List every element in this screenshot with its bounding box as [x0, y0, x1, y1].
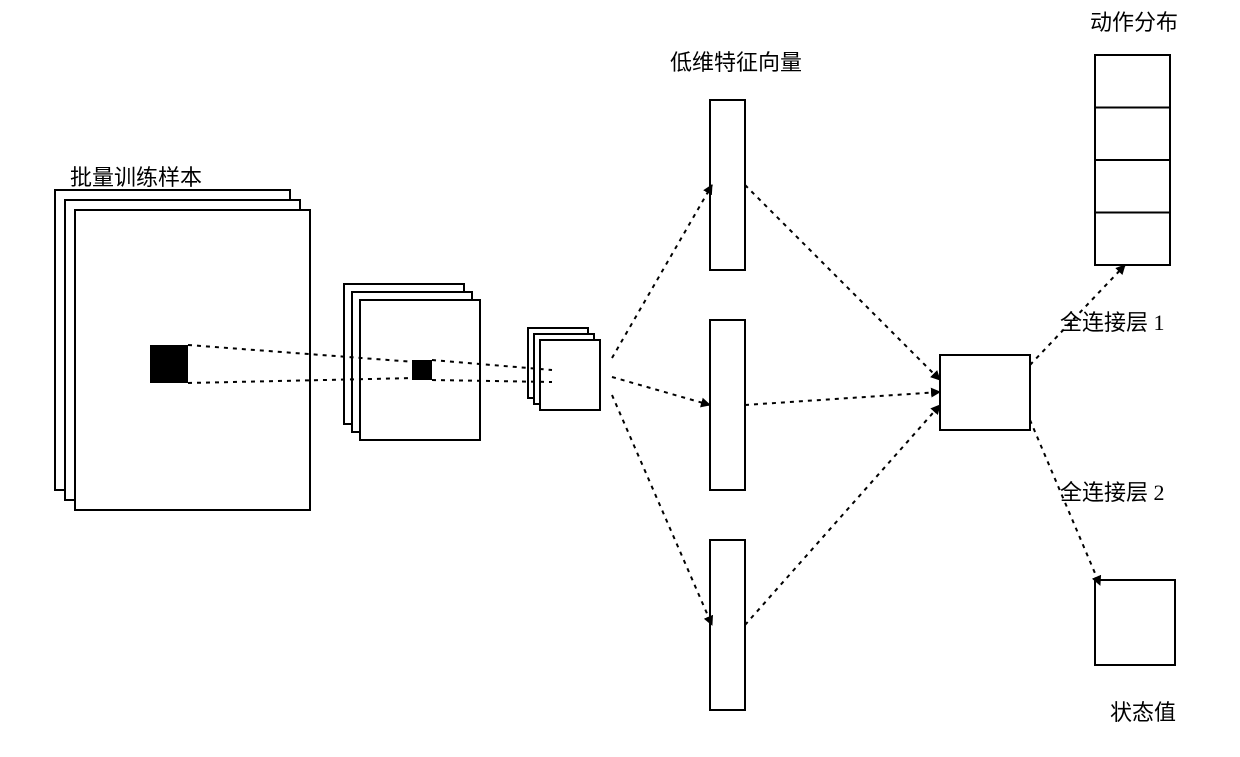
network-diagram: 批量训练样本 低维特征向量 动作分布全连接层 1 全连接层 2 状态值: [0, 0, 1240, 757]
edge: [745, 185, 940, 380]
edge: [745, 392, 940, 405]
label-fc-layer-1: 全连接层 1: [1060, 310, 1165, 335]
label-batch-samples: 批量训练样本: [70, 165, 202, 190]
input-stack-1: [55, 190, 310, 510]
input-stack-3: [528, 328, 600, 410]
feature-vector: [710, 100, 745, 270]
label-low-dim-features: 低维特征向量: [670, 50, 802, 75]
action-distribution-box: [1095, 55, 1170, 265]
state-value-box: [1095, 580, 1175, 665]
edge: [745, 405, 940, 625]
edge: [612, 377, 710, 405]
edge: [612, 185, 712, 358]
feature-vector: [710, 320, 745, 490]
label-action-distribution: 动作分布: [1090, 10, 1178, 35]
label-state-value: 状态值: [1110, 700, 1176, 725]
feature-vector: [710, 540, 745, 710]
edge: [612, 395, 712, 625]
aggregation-box: [940, 355, 1030, 430]
label-fc-layer-2: 全连接层 2: [1060, 480, 1165, 505]
